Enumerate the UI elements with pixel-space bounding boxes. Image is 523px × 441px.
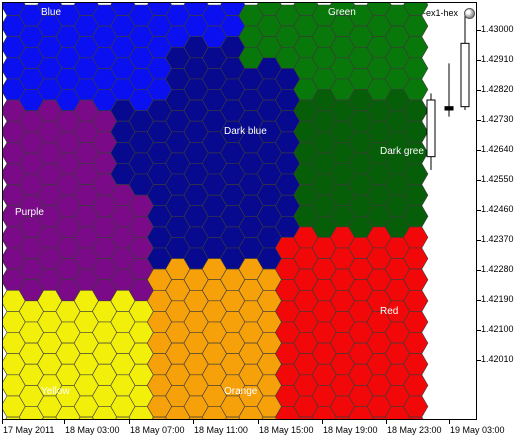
price-label: 1.42190	[481, 294, 514, 304]
label-dark-green: Dark gree	[380, 146, 424, 157]
price-tick	[477, 270, 481, 271]
time-tick	[449, 420, 450, 424]
price-tick	[477, 30, 481, 31]
price-label: 1.42280	[481, 264, 514, 274]
som-hex-map	[3, 3, 429, 419]
time-label: 18 May 19:00	[323, 425, 378, 435]
time-tick	[2, 420, 3, 424]
price-tick	[477, 330, 481, 331]
price-tick	[477, 300, 481, 301]
time-label: 18 May 15:00	[259, 425, 314, 435]
time-tick	[129, 420, 130, 424]
indicator-name[interactable]: -ex1-hex	[423, 8, 459, 18]
price-tick	[477, 180, 481, 181]
time-label: 18 May 23:00	[387, 425, 442, 435]
label-red: Red	[380, 306, 399, 317]
time-label: 17 May 2011	[3, 425, 55, 435]
price-tick	[477, 210, 481, 211]
time-tick	[386, 420, 387, 424]
price-label: 1.42460	[481, 204, 514, 214]
label-dark-blue: Dark blue	[224, 126, 267, 137]
time-label: 18 May 11:00	[194, 425, 248, 435]
label-blue: Blue	[41, 7, 62, 18]
price-label: 1.43000	[481, 24, 514, 34]
time-tick	[322, 420, 323, 424]
price-label: 1.42100	[481, 324, 514, 334]
label-green: Green	[328, 7, 356, 18]
price-label: 1.42550	[481, 174, 514, 184]
som-neuron-cell	[408, 416, 424, 419]
price-tick	[477, 150, 481, 151]
price-tick	[477, 120, 481, 121]
time-tick	[258, 420, 259, 424]
som-indicator-icon[interactable]	[464, 8, 475, 19]
time-label: 18 May 03:00	[65, 425, 120, 435]
price-label: 1.42640	[481, 144, 514, 154]
price-tick	[477, 90, 481, 91]
price-label: 1.42730	[481, 114, 514, 124]
label-purple: Purple	[15, 207, 44, 218]
time-tick	[193, 420, 194, 424]
price-label: 1.42910	[481, 54, 514, 64]
som-plot-area: Blue Green Dark blue Dark gree Purple Re…	[2, 2, 477, 420]
time-tick	[64, 420, 65, 424]
time-label: 19 May 03:00	[450, 425, 505, 435]
price-tick	[477, 360, 481, 361]
price-tick	[477, 60, 481, 61]
price-label: 1.42820	[481, 84, 514, 94]
time-label: 18 May 07:00	[130, 425, 185, 435]
price-label: 1.42010	[481, 354, 514, 364]
price-label: 1.42370	[481, 234, 514, 244]
label-orange: Orange	[224, 386, 258, 397]
label-yellow: Yellow	[41, 386, 70, 397]
price-tick	[477, 240, 481, 241]
